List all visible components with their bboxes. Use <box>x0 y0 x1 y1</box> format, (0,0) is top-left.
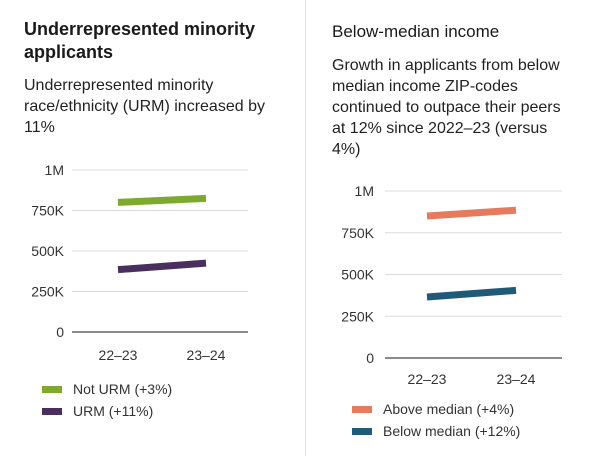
panel-title: Underrepresented minority applicants <box>24 19 256 62</box>
legend-item-above-median: Above median (+4%) <box>352 398 520 420</box>
y-tick-label: 500K <box>31 243 64 259</box>
x-tick-label: 23–24 <box>497 371 536 387</box>
legend-label: URM (+11%) <box>73 403 154 419</box>
legend-swatch <box>352 427 372 435</box>
panel-description: Underrepresented minority race/ethnicity… <box>24 77 265 136</box>
y-tick-label: 250K <box>31 284 64 300</box>
legend-item-not-urm: Not URM (+3%) <box>42 378 172 400</box>
income-panel: Below-median income Growth in applicants… <box>310 0 614 456</box>
x-tick-label: 23–24 <box>187 347 226 363</box>
legend: Above median (+4%) Below median (+12%) <box>352 398 520 442</box>
series-line-urm <box>117 259 207 274</box>
y-tick-label: 250K <box>341 308 374 324</box>
panel-divider <box>305 0 306 456</box>
y-tick-label: 750K <box>341 225 374 241</box>
urm-chart: 0 250K 500K 750K 1M 22–23 23–24 <box>31 162 248 363</box>
legend-swatch <box>352 405 372 413</box>
income-chart: 0 250K 500K 750K 1M 22–23 23–24 <box>341 183 562 387</box>
y-tick-label: 750K <box>31 203 64 219</box>
legend-label: Not URM (+3%) <box>73 381 173 397</box>
legend-item-urm: URM (+11%) <box>42 400 172 422</box>
y-tick-label: 1M <box>45 162 64 178</box>
legend-swatch <box>42 407 62 415</box>
urm-panel: Underrepresented minority applicants Und… <box>0 0 300 456</box>
x-tick-label: 22–23 <box>408 371 447 387</box>
y-tick-label: 0 <box>56 324 64 340</box>
legend-label: Above median (+4%) <box>383 401 515 417</box>
legend-item-below-median: Below median (+12%) <box>352 420 520 442</box>
legend: Not URM (+3%) URM (+11%) <box>42 378 172 422</box>
y-tick-label: 0 <box>366 350 374 366</box>
x-tick-label: 22–23 <box>99 347 138 363</box>
y-tick-label: 500K <box>341 267 374 283</box>
panel-title: Below-median income <box>332 22 500 41</box>
legend-swatch <box>42 385 62 393</box>
series-line-above-median <box>426 206 517 220</box>
panel-description: Growth in applicants from below median i… <box>332 57 561 158</box>
y-tick-label: 1M <box>355 183 374 199</box>
legend-label: Below median (+12%) <box>383 423 521 439</box>
series-line-below-median <box>426 286 517 301</box>
series-line-not-urm <box>117 194 207 206</box>
